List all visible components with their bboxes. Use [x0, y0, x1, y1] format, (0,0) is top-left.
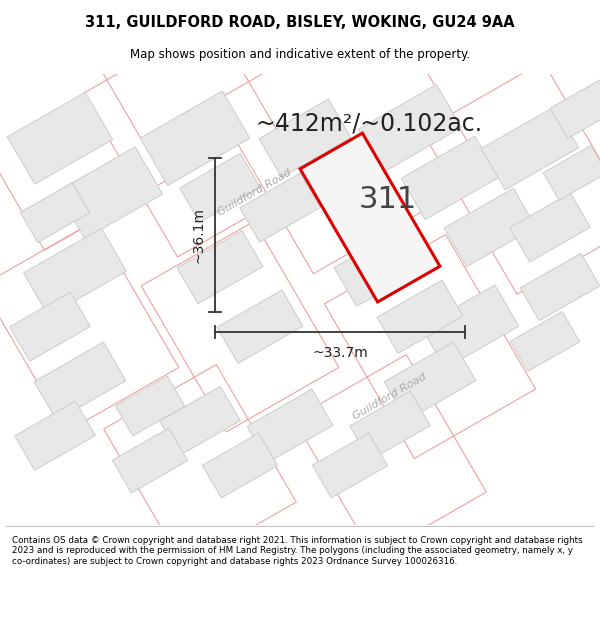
Polygon shape — [520, 253, 600, 321]
Text: Guildford Road: Guildford Road — [217, 168, 293, 218]
Polygon shape — [177, 231, 263, 304]
Polygon shape — [510, 312, 580, 371]
Polygon shape — [202, 433, 278, 498]
Polygon shape — [10, 292, 91, 361]
Polygon shape — [239, 173, 320, 242]
Polygon shape — [421, 285, 519, 368]
Polygon shape — [7, 92, 113, 184]
Polygon shape — [350, 391, 430, 461]
Polygon shape — [23, 228, 127, 316]
Polygon shape — [334, 228, 426, 306]
Polygon shape — [481, 106, 579, 190]
Polygon shape — [34, 342, 126, 421]
Polygon shape — [112, 428, 188, 493]
Polygon shape — [509, 193, 590, 262]
Text: 311, GUILDFORD ROAD, BISLEY, WOKING, GU24 9AA: 311, GUILDFORD ROAD, BISLEY, WOKING, GU2… — [85, 15, 515, 30]
Polygon shape — [384, 342, 476, 421]
Polygon shape — [217, 290, 303, 363]
Polygon shape — [179, 153, 260, 222]
Polygon shape — [140, 91, 250, 186]
Text: 311: 311 — [359, 185, 417, 214]
Polygon shape — [14, 401, 95, 470]
Polygon shape — [444, 188, 536, 267]
Text: ~412m²/~0.102ac.: ~412m²/~0.102ac. — [255, 111, 482, 136]
Text: ~33.7m: ~33.7m — [312, 346, 368, 361]
Polygon shape — [543, 146, 600, 200]
Text: ~36.1m: ~36.1m — [191, 207, 205, 263]
Polygon shape — [359, 84, 461, 172]
Polygon shape — [313, 433, 388, 498]
Polygon shape — [57, 147, 163, 239]
Polygon shape — [259, 99, 351, 178]
Polygon shape — [115, 376, 185, 436]
Text: Contains OS data © Crown copyright and database right 2021. This information is : Contains OS data © Crown copyright and d… — [12, 536, 583, 566]
Polygon shape — [401, 136, 499, 219]
Polygon shape — [20, 182, 90, 243]
Text: Map shows position and indicative extent of the property.: Map shows position and indicative extent… — [130, 48, 470, 61]
Polygon shape — [300, 133, 440, 302]
Polygon shape — [377, 280, 463, 353]
Polygon shape — [247, 389, 333, 462]
Polygon shape — [160, 386, 241, 456]
Polygon shape — [550, 79, 600, 138]
Text: Guildford Road: Guildford Road — [352, 371, 428, 421]
